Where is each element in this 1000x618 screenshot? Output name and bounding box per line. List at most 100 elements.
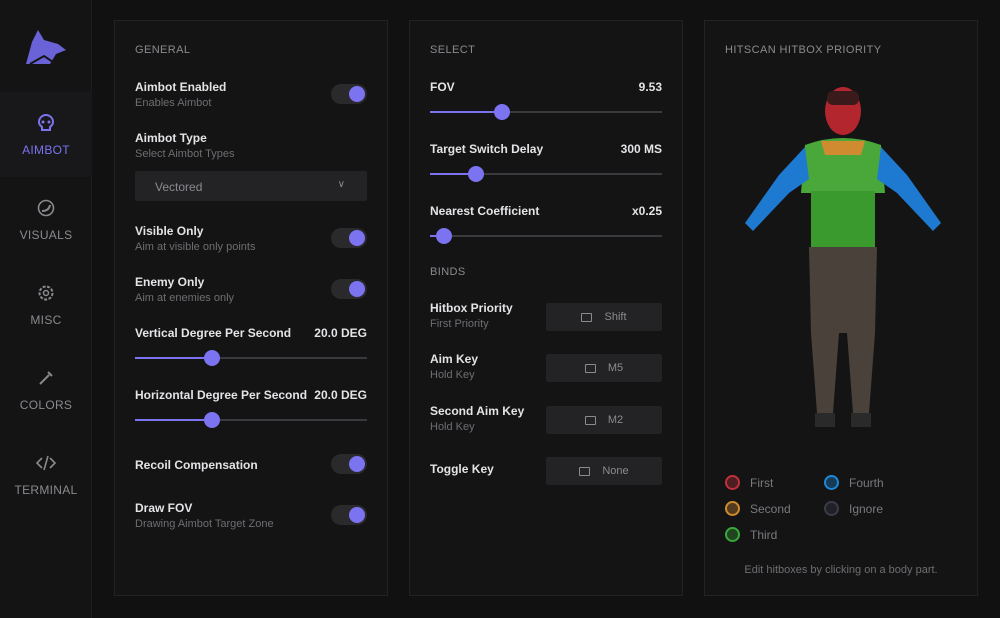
aimbot-type-select[interactable]: Vectored ∨ [135, 171, 367, 201]
fov-row: FOV 9.53 [430, 80, 662, 120]
sidebar-item-label: TERMINAL [14, 482, 78, 497]
hitbox-hint: Edit hitboxes by clicking on a body part… [744, 564, 938, 576]
draw-fov-toggle[interactable] [331, 505, 367, 525]
visible-only-row: Visible Only Aim at visible only points [135, 224, 367, 253]
setting-description: Aim at enemies only [135, 292, 235, 304]
setting-label: FOV [430, 80, 455, 94]
legend-ignore[interactable]: Ignore [824, 501, 883, 516]
section-title: BINDS [430, 266, 466, 278]
keyboard-icon [584, 363, 596, 373]
section-title: GENERAL [135, 44, 191, 56]
sidebar-item-label: VISUALS [19, 227, 73, 242]
dropper-icon [39, 370, 53, 385]
setting-description: Select Aimbot Types [135, 148, 235, 160]
wolf-logo-icon [26, 30, 66, 64]
setting-value: 20.0 DEG [314, 326, 367, 340]
enemy-only-row: Enemy Only Aim at enemies only [135, 275, 367, 304]
setting-label: Aim Key [430, 352, 479, 366]
select-panel: SELECT FOV 9.53 Target Switch Delay 300 … [409, 20, 683, 596]
legend-color-dot [725, 527, 740, 542]
keyboard-icon [579, 466, 591, 476]
switch-delay-row: Target Switch Delay 300 MS [430, 142, 662, 182]
sidebar: AIMBOT VISUALS MISC COLORS TERMINAL [0, 0, 92, 618]
key-label: M2 [607, 414, 624, 426]
legend-color-dot [725, 475, 740, 490]
nearest-coefficient-slider[interactable] [430, 228, 662, 244]
bind-row-toggle-key: Toggle Key None [430, 455, 662, 489]
sidebar-item-terminal[interactable]: TERMINAL [0, 432, 92, 517]
setting-value: 9.53 [638, 80, 662, 94]
legend-second[interactable]: Second [725, 501, 791, 516]
keyboard-icon [581, 312, 593, 322]
aimbot-enabled-row: Aimbot Enabled Enables Aimbot [135, 80, 367, 109]
switch-delay-slider[interactable] [430, 166, 662, 182]
bind-row-aim-key: Aim Key Hold Key M5 [430, 352, 662, 386]
draw-fov-row: Draw FOV Drawing Aimbot Target Zone [135, 501, 367, 530]
setting-description: Enables Aimbot [135, 97, 212, 109]
second-aim-key-button[interactable]: M2 [546, 406, 662, 434]
legs [809, 247, 877, 413]
slider-knob[interactable] [203, 350, 220, 366]
sidebar-item-aimbot[interactable]: AIMBOT [0, 92, 92, 177]
setting-label: Enemy Only [135, 275, 205, 289]
eye-icon [37, 199, 55, 216]
recoil-toggle[interactable] [331, 454, 367, 474]
setting-value: x0.25 [631, 204, 662, 218]
vertical-degree-slider[interactable] [135, 350, 367, 366]
setting-label: Draw FOV [135, 501, 193, 515]
aimbot-type-row: Aimbot Type Select Aimbot Types [135, 131, 367, 160]
slider-knob[interactable] [493, 104, 510, 120]
sidebar-item-misc[interactable]: MISC [0, 262, 92, 347]
bind-row-hitbox-priority: Hitbox Priority First Priority Shift [430, 301, 662, 335]
hitbox-priority-key-button[interactable]: Shift [546, 303, 662, 331]
slider-knob[interactable] [435, 228, 452, 244]
legend-fourth[interactable]: Fourth [824, 475, 884, 490]
keyboard-icon [584, 415, 596, 425]
legend-third[interactable]: Third [725, 527, 777, 542]
toggle-key-button[interactable]: None [546, 457, 662, 485]
skull-icon [37, 113, 55, 131]
aim-key-button[interactable]: M5 [546, 354, 662, 382]
enemy-only-toggle[interactable] [331, 279, 367, 299]
selected-value: Vectored [155, 180, 203, 194]
character-model [745, 87, 941, 427]
sidebar-item-colors[interactable]: COLORS [0, 347, 92, 432]
aimbot-enabled-toggle[interactable] [331, 84, 367, 104]
right-arm-hitbox[interactable] [877, 147, 941, 231]
legend-first[interactable]: First [725, 475, 773, 490]
slider-knob[interactable] [203, 412, 220, 428]
lower-torso-hitbox[interactable] [811, 191, 875, 247]
sidebar-item-label: COLORS [19, 397, 73, 412]
upper-torso-hitbox[interactable] [801, 138, 885, 193]
section-title: HITSCAN HITBOX PRIORITY [725, 44, 882, 56]
setting-label: Vertical Degree Per Second [135, 326, 292, 340]
key-label: None [602, 465, 629, 477]
setting-description: Hold Key [430, 421, 475, 433]
bind-row-second-aim-key: Second Aim Key Hold Key M2 [430, 404, 662, 438]
code-icon [36, 455, 56, 470]
head-hitbox[interactable] [825, 87, 861, 135]
setting-description: Aim at visible only points [135, 241, 256, 253]
sidebar-item-label: AIMBOT [22, 142, 70, 157]
legend-label: Ignore [849, 501, 884, 516]
legend-label: Fourth [849, 475, 884, 490]
setting-label: Horizontal Degree Per Second [135, 388, 308, 402]
legend-label: First [750, 475, 774, 490]
fov-slider[interactable] [430, 104, 662, 120]
sidebar-item-label: MISC [30, 312, 62, 327]
horizontal-degree-slider[interactable] [135, 412, 367, 428]
recoil-row: Recoil Compensation [135, 454, 367, 474]
sidebar-item-visuals[interactable]: VISUALS [0, 177, 92, 262]
setting-label: Toggle Key [430, 462, 494, 476]
setting-label: Aimbot Type [135, 131, 207, 145]
visible-only-toggle[interactable] [331, 228, 367, 248]
legend-color-dot [725, 501, 740, 516]
setting-label: Second Aim Key [430, 404, 525, 418]
setting-label: Target Switch Delay [430, 142, 544, 156]
setting-value: 20.0 DEG [314, 388, 367, 402]
hitbox-panel: HITSCAN HITBOX PRIORITY First Second Thi… [704, 20, 978, 596]
shoulder-hitbox[interactable] [821, 141, 865, 155]
left-arm-hitbox[interactable] [745, 147, 809, 231]
legend-label: Third [750, 527, 778, 542]
slider-knob[interactable] [468, 166, 485, 182]
